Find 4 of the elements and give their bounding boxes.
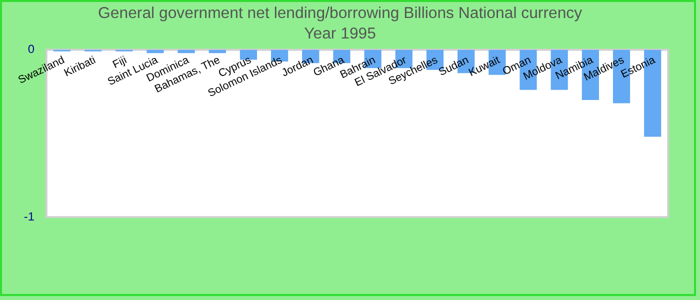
chart-subtitle: Year 1995 [304,26,376,43]
y-tick-label: -1 [24,209,35,224]
chart-title: General government net lending/borrowing Billions National currency [98,4,582,22]
y-tick-label: 0 [28,42,35,56]
